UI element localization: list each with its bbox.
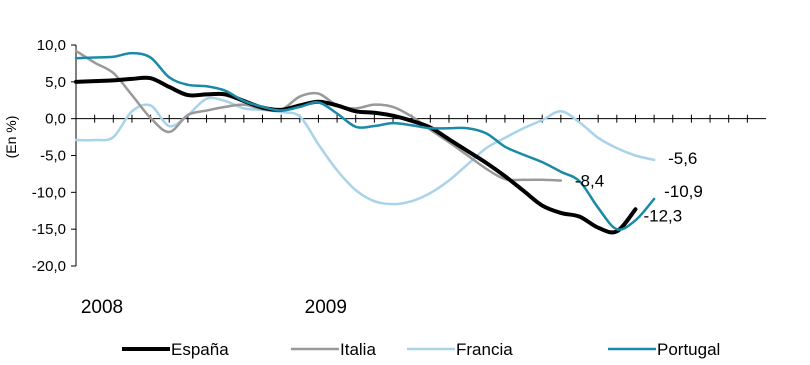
end-labels: -12,3 -8,4 -5,6 -10,9 [575,149,703,225]
series-line-francia [74,96,656,206]
end-label: -12,3 [643,206,682,225]
chart-axes [71,44,766,267]
series-line-italia [74,49,563,182]
y-tick-label: -20,0 [32,258,66,275]
legend-label: España [171,340,229,359]
end-label: -5,6 [668,149,697,168]
y-tick-label: 5,0 [45,74,66,91]
series-line-portugal [74,51,656,231]
year-labels: 2008 2009 [81,297,347,318]
legend-label: Francia [456,340,513,359]
chart-legend: España Italia Francia Portugal [122,340,720,359]
y-tick-label: -15,0 [32,221,66,238]
legend-label: Portugal [657,340,720,359]
end-label: -10,9 [664,182,703,201]
year-label: 2009 [305,297,347,318]
y-tick-label: 0,0 [45,111,66,128]
series-line-espana [74,75,638,235]
legend-label: Italia [340,340,376,359]
chart-series [74,49,656,235]
y-tick-labels: 10,0 5,0 0,0 -5,0 -10,0 -15,0 -20,0 [32,37,66,275]
end-label: -8,4 [575,172,604,191]
y-axis-label: (En %) [3,116,19,159]
y-tick-label: -5,0 [40,148,66,165]
year-label: 2008 [81,297,123,318]
y-tick-label: 10,0 [37,37,66,54]
y-tick-label: -10,0 [32,184,66,201]
